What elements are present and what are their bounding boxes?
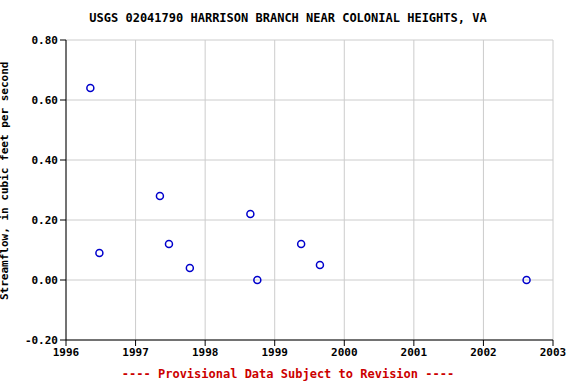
svg-text:-0.20: -0.20: [25, 334, 58, 347]
svg-text:0.20: 0.20: [32, 214, 59, 227]
svg-text:0.40: 0.40: [32, 154, 59, 167]
svg-text:1998: 1998: [192, 346, 219, 359]
svg-text:2001: 2001: [401, 346, 428, 359]
svg-text:0.80: 0.80: [32, 34, 59, 47]
html-text:---- Provisional Data Subject: ---- Provisional Data Subject to Revisio…: [121, 367, 455, 381]
html-text:USGS 02041790 HARRISON BRANCH: USGS 02041790 HARRISON BRANCH NEAR COLON…: [89, 11, 487, 25]
svg-text:1999: 1999: [261, 346, 288, 359]
svg-text:0.60: 0.60: [32, 94, 59, 107]
svg-text:0.00: 0.00: [32, 274, 59, 287]
svg-text:1996: 1996: [53, 346, 80, 359]
svg-text:2000: 2000: [331, 346, 358, 359]
svg-text:1997: 1997: [122, 346, 149, 359]
svg-text:Streamflow, in cubic feet per: Streamflow, in cubic feet per second: [8, 62, 11, 300]
svg-text:2003: 2003: [540, 346, 567, 359]
svg-text:2002: 2002: [470, 346, 497, 359]
